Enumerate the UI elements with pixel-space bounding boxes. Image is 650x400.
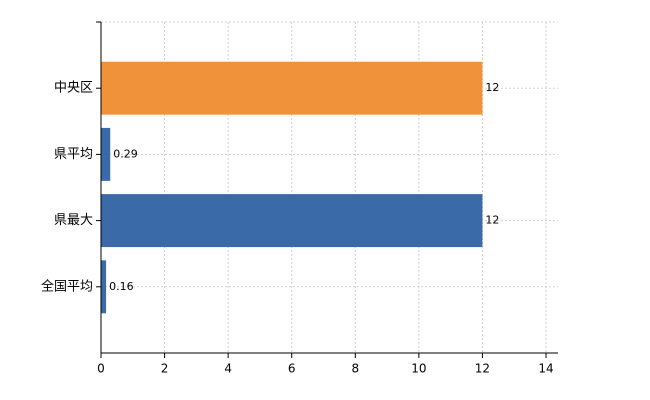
x-tick-label: 14 [538,362,553,376]
x-tick-label: 0 [97,362,105,376]
x-tick-label: 10 [411,362,426,376]
value-label: 12 [485,214,499,227]
x-tick-label: 12 [475,362,490,376]
y-tick-label: 全国平均 [41,278,93,294]
value-label: 0.29 [113,147,138,160]
x-tick-label: 8 [351,362,359,376]
y-tick-label: 県平均 [54,147,93,162]
y-tick-label: 中央区 [54,81,93,96]
x-tick-label: 2 [161,362,169,376]
bar [101,127,111,181]
value-label: 12 [485,81,499,94]
bar [101,61,483,115]
x-tick-label: 6 [288,362,296,376]
bar [101,194,483,248]
x-tick-label: 4 [224,362,232,376]
value-label: 0.16 [109,280,134,293]
bar [101,260,107,314]
y-tick-label: 県最大 [54,213,93,228]
